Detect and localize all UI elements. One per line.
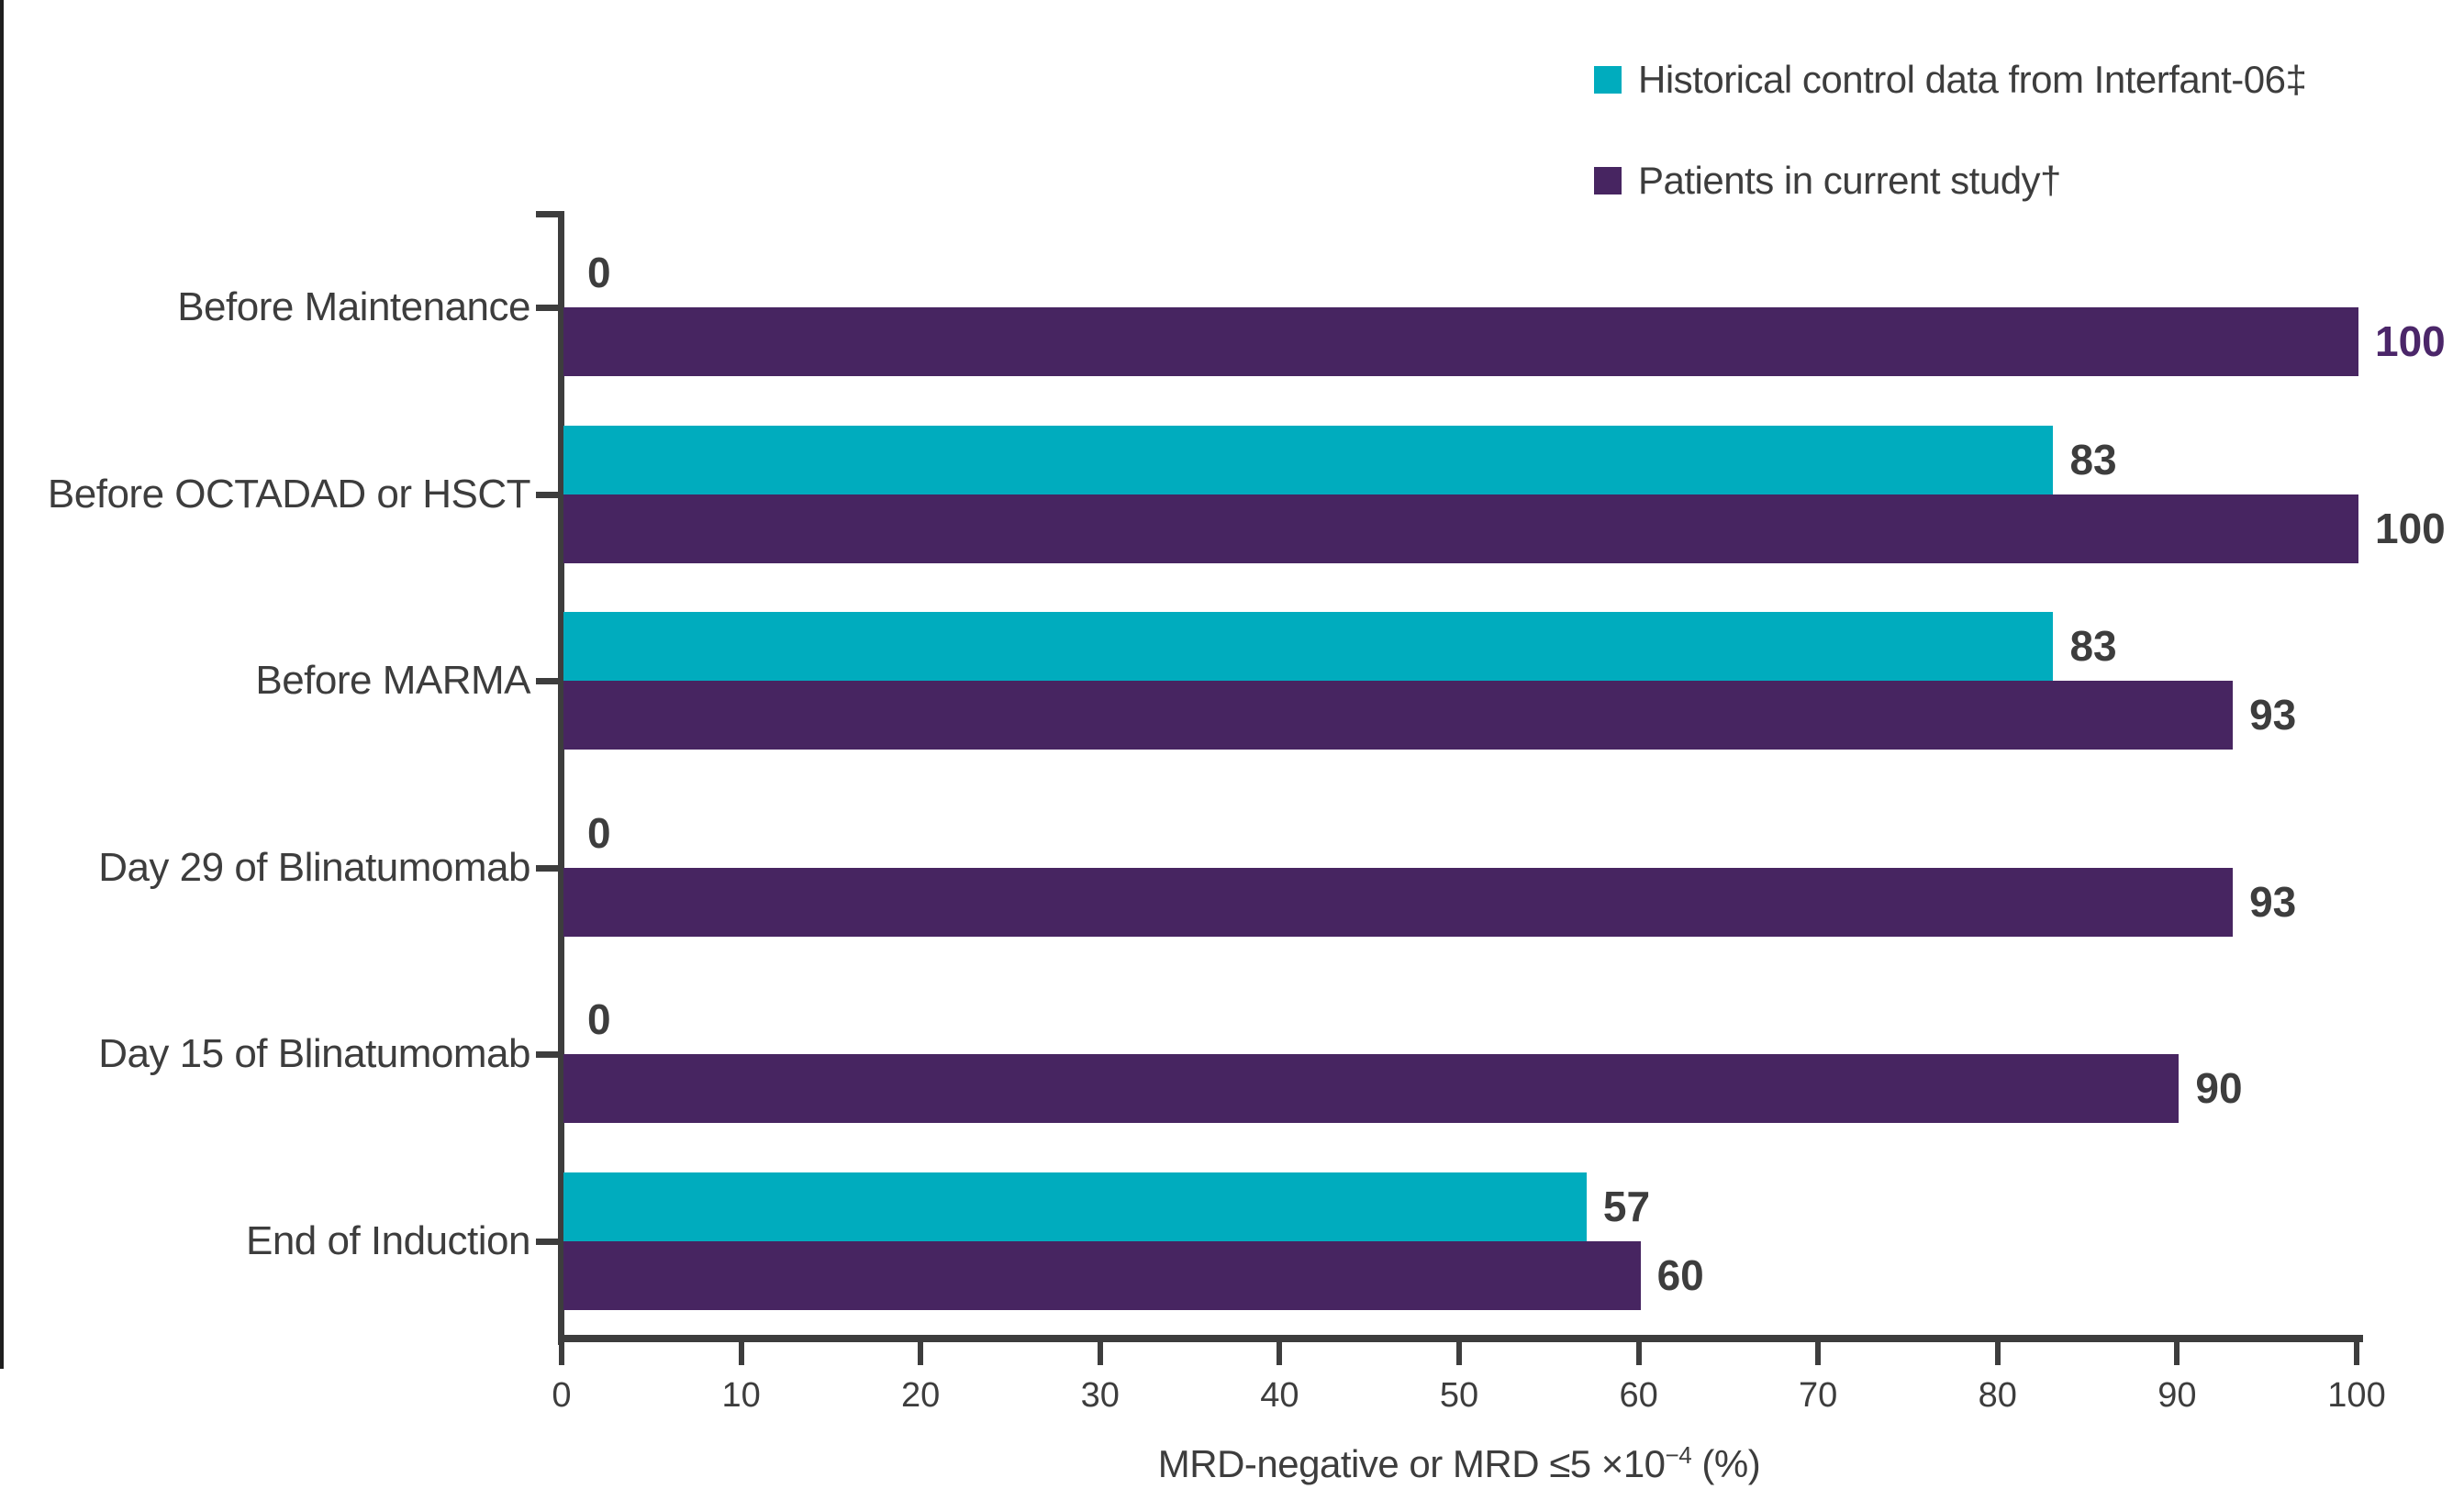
current-study-bar [563, 1054, 2180, 1124]
y-axis-top-tick [536, 211, 560, 217]
category-label: End of Induction [245, 1218, 531, 1263]
x-axis-tick [918, 1342, 924, 1365]
y-axis-category-tick [536, 678, 560, 685]
bar-value-label: 60 [1656, 1251, 1704, 1299]
category-label: Before Maintenance [177, 284, 530, 329]
bar-value-label: 57 [1602, 1183, 1651, 1230]
category-label: Day 29 of Blinatumomab [98, 844, 530, 890]
figure-left-border [0, 0, 4, 1369]
x-axis-tick [559, 1342, 564, 1365]
x-axis-tick-label: 0 [552, 1376, 572, 1415]
x-axis-tick-label: 70 [1799, 1376, 1838, 1415]
legend-swatch-current-study-icon [1594, 167, 1622, 194]
y-axis-category-tick [536, 864, 560, 872]
bar-value-label: 100 [2375, 504, 2446, 552]
historical-control-bar [563, 1172, 1587, 1241]
x-axis-tick [738, 1342, 744, 1365]
y-axis-category-tick [536, 491, 560, 498]
legend-item-historical-control: Historical control data from Interfant-0… [1594, 57, 2307, 103]
y-axis-category-tick [536, 1051, 560, 1059]
x-axis-tick-label: 80 [1978, 1376, 2017, 1415]
x-axis-tick [1815, 1342, 1822, 1365]
bar-value-label: 0 [587, 808, 611, 857]
x-axis-tick-label: 90 [2157, 1376, 2197, 1415]
historical-control-bar [563, 425, 2054, 494]
x-axis-line [558, 1335, 2363, 1342]
x-axis-tick [1456, 1342, 1462, 1365]
x-axis-tick-label: 10 [721, 1376, 761, 1415]
x-axis-tick [2174, 1342, 2180, 1365]
bar-value-label: 100 [2375, 317, 2446, 365]
category-label: Before MARMA [255, 658, 530, 704]
current-study-bar [563, 494, 2358, 563]
x-axis-tick [2354, 1342, 2359, 1365]
bar-value-label: 90 [2195, 1064, 2243, 1113]
category-label: Before OCTADAD or HSCT [47, 471, 531, 517]
bar-value-label: 93 [2249, 691, 2297, 739]
legend-swatch-historical-control-icon [1594, 66, 1622, 94]
historical-control-bar [563, 612, 2054, 682]
bar-value-label: 0 [587, 249, 611, 296]
x-axis-tick-label: 60 [1619, 1376, 1658, 1415]
x-axis-tick-label: 100 [2327, 1376, 2386, 1415]
x-axis-title-superscript: −4 [1665, 1441, 1692, 1469]
bar-value-label: 83 [2069, 435, 2117, 483]
x-axis-tick-label: 20 [901, 1376, 941, 1415]
x-axis-tick [1635, 1342, 1642, 1365]
legend-label-historical-control: Historical control data from Interfant-0… [1638, 58, 2307, 101]
x-axis-title: MRD-negative or MRD ≤5 ×10−4 (%) [562, 1442, 2357, 1486]
current-study-bar [563, 307, 2358, 376]
y-axis-category-tick [536, 1239, 560, 1245]
x-axis-tick [1277, 1342, 1283, 1365]
x-axis-tick [1994, 1342, 2001, 1365]
x-axis-tick [1097, 1342, 1103, 1365]
current-study-bar [563, 681, 2234, 750]
x-axis-title-tail: (%) [1691, 1442, 1761, 1485]
bar-value-label: 93 [2249, 877, 2297, 926]
legend-label-current-study: Patients in current study† [1638, 159, 2061, 202]
bar-value-label: 0 [587, 995, 611, 1044]
x-axis-tick-label: 40 [1260, 1376, 1299, 1415]
category-label: Day 15 of Blinatumomab [98, 1031, 530, 1077]
current-study-bar [563, 867, 2234, 937]
x-axis-title-main: MRD-negative or MRD ≤5 ×10 [1157, 1442, 1666, 1485]
y-axis-category-tick [536, 305, 560, 311]
y-axis-line [558, 211, 564, 1345]
bar-value-label: 83 [2069, 622, 2117, 671]
x-axis-tick-label: 50 [1439, 1376, 1479, 1415]
x-axis-tick-label: 30 [1080, 1376, 1120, 1415]
legend-item-current-study: Patients in current study† [1594, 158, 2061, 204]
current-study-bar [563, 1241, 1641, 1310]
